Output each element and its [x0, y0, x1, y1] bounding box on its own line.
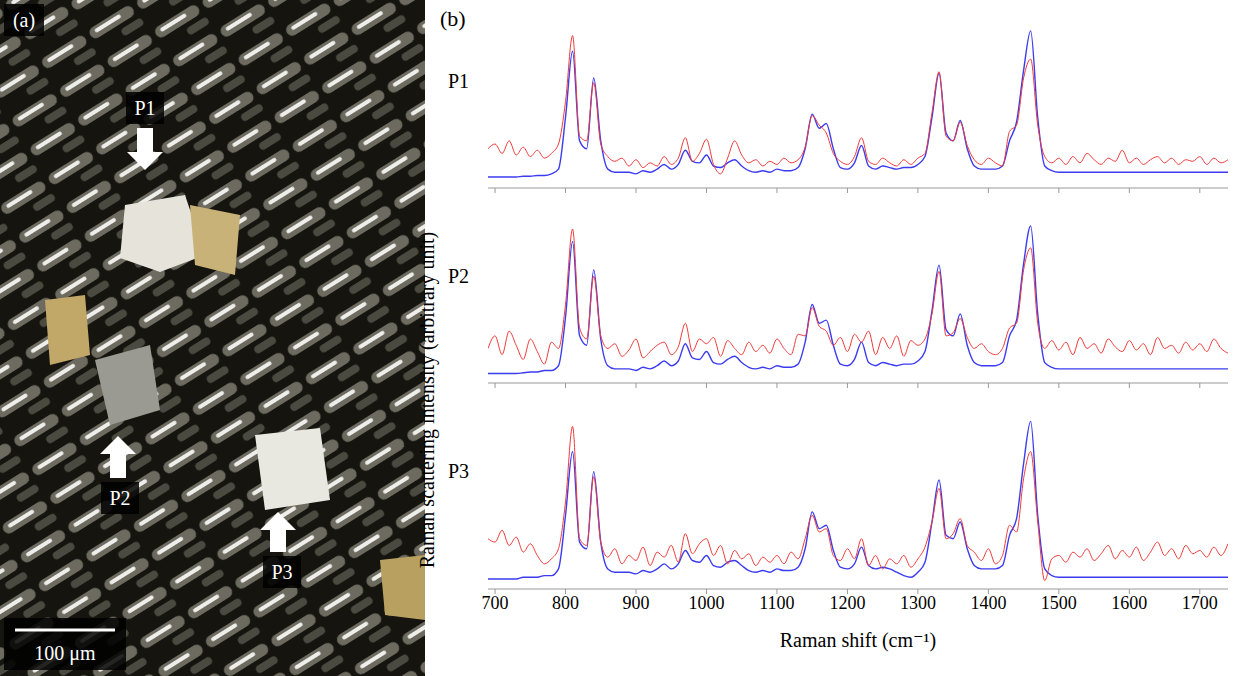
svg-text:1200: 1200 — [829, 593, 865, 613]
svg-text:(a): (a) — [13, 9, 35, 32]
svg-text:100 μm: 100 μm — [34, 642, 96, 665]
svg-text:1600: 1600 — [1111, 593, 1147, 613]
svg-text:1300: 1300 — [900, 593, 936, 613]
svg-text:1100: 1100 — [759, 593, 794, 613]
svg-text:1500: 1500 — [1041, 593, 1077, 613]
svg-text:P2: P2 — [109, 487, 130, 509]
svg-text:900: 900 — [623, 593, 650, 613]
html-text:P1: P1 — [448, 70, 470, 92]
html-text:Raman shift (cm⁻¹): Raman shift (cm⁻¹) — [779, 629, 937, 651]
html-text:(b): (b) — [440, 6, 466, 31]
svg-text:Raman scattering intensity (ar: Raman scattering intensity (arbitrary un… — [416, 232, 439, 569]
svg-text:1400: 1400 — [970, 593, 1006, 613]
svg-text:800: 800 — [552, 593, 579, 613]
svg-text:1700: 1700 — [1182, 593, 1218, 613]
html-text:P3: P3 — [448, 460, 470, 482]
html-text:P2: P2 — [448, 265, 470, 287]
svg-text:P1: P1 — [134, 97, 155, 119]
svg-text:700: 700 — [482, 593, 509, 613]
svg-text:P3: P3 — [271, 561, 292, 583]
svg-text:1000: 1000 — [688, 593, 724, 613]
